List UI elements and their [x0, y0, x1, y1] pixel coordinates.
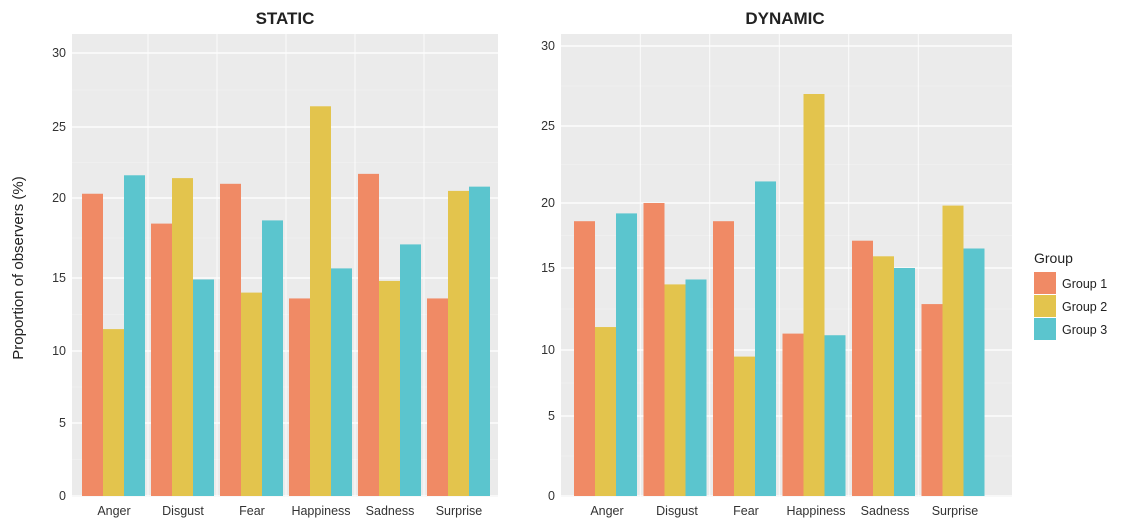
bar-fear-group-3	[755, 181, 776, 496]
x-tick-label: Fear	[239, 504, 265, 518]
y-tick-label: 10	[52, 344, 66, 358]
x-tick-label: Sadness	[861, 504, 910, 518]
bar-happiness-group-2	[803, 94, 825, 496]
y-tick-label: 30	[52, 46, 66, 60]
bar-anger-group-3	[124, 175, 145, 496]
legend-label-group-2: Group 2	[1062, 300, 1107, 314]
y-tick-label: 5	[548, 409, 555, 423]
y-tick-label: 15	[541, 261, 555, 275]
bar-surprise-group-2	[448, 190, 469, 496]
bar-fear-group-2	[734, 356, 755, 496]
bar-anger-group-1	[574, 221, 595, 496]
panel-static: STATIC 0 5 10 15 20 25 30 Anger Disgust …	[52, 9, 498, 518]
y-tick-label: 0	[59, 489, 66, 503]
bar-surprise-group-1	[921, 304, 943, 496]
bar-surprise-group-2	[942, 205, 964, 496]
x-tick-label: Anger	[590, 504, 623, 518]
legend: Group Group 1 Group 2 Group 3	[1034, 250, 1107, 340]
y-tick-labels-dynamic: 0 5 10 15 20 25 30	[541, 39, 555, 503]
bar-disgust-group-1	[643, 203, 665, 496]
y-tick-label: 10	[541, 343, 555, 357]
x-tick-labels-dynamic: Anger Disgust Fear Happiness Sadness Sur…	[590, 504, 978, 518]
bar-sadness-group-3	[400, 244, 421, 496]
bar-anger-group-1	[82, 193, 103, 497]
bar-fear-group-1	[713, 221, 734, 496]
bar-surprise-group-1	[427, 298, 448, 496]
y-tick-label: 25	[541, 119, 555, 133]
bar-fear-group-3	[262, 220, 283, 496]
legend-swatch-group-3	[1034, 318, 1056, 340]
bar-happiness-group-3	[331, 268, 352, 496]
x-tick-label: Happiness	[291, 504, 350, 518]
y-tick-label: 20	[52, 191, 66, 205]
panel-title-static: STATIC	[256, 9, 315, 28]
y-tick-label: 30	[541, 39, 555, 53]
bar-happiness-group-3	[824, 335, 846, 496]
panel-title-dynamic: DYNAMIC	[745, 9, 824, 28]
bar-disgust-group-3	[685, 279, 707, 496]
y-tick-label: 0	[548, 489, 555, 503]
legend-swatch-group-2	[1034, 295, 1056, 317]
bar-disgust-group-1	[151, 223, 172, 496]
legend-label-group-1: Group 1	[1062, 277, 1107, 291]
bar-sadness-group-1	[852, 240, 873, 496]
y-tick-label: 25	[52, 120, 66, 134]
bar-disgust-group-2	[172, 178, 193, 496]
bar-happiness-group-2	[310, 106, 331, 496]
bar-fear-group-2	[241, 292, 262, 496]
bar-happiness-group-1	[289, 298, 310, 496]
legend-label-group-3: Group 3	[1062, 323, 1107, 337]
x-tick-labels-static: Anger Disgust Fear Happiness Sadness Sur…	[97, 504, 482, 518]
x-tick-label: Disgust	[162, 504, 204, 518]
x-tick-label: Surprise	[436, 504, 483, 518]
x-tick-label: Disgust	[656, 504, 698, 518]
bar-anger-group-2	[103, 329, 124, 496]
y-tick-labels-static: 0 5 10 15 20 25 30	[52, 46, 66, 503]
bars-dynamic	[574, 94, 985, 496]
legend-swatch-group-1	[1034, 272, 1056, 294]
bar-anger-group-2	[595, 327, 616, 496]
bar-sadness-group-2	[873, 256, 894, 496]
x-tick-label: Happiness	[786, 504, 845, 518]
x-tick-label: Sadness	[366, 504, 415, 518]
bar-surprise-group-3	[963, 248, 985, 496]
x-tick-label: Surprise	[932, 504, 979, 518]
panel-dynamic: DYNAMIC 0 5 10 15 20 25 30 Anger Disgust…	[541, 9, 1012, 518]
y-tick-label: 15	[52, 271, 66, 285]
y-axis-label: Proportion of observers (%)	[10, 176, 27, 359]
y-tick-label: 20	[541, 196, 555, 210]
bar-disgust-group-2	[664, 284, 686, 496]
bar-sadness-group-3	[894, 268, 915, 496]
bar-fear-group-1	[220, 183, 241, 497]
legend-title: Group	[1034, 250, 1073, 266]
bar-anger-group-3	[616, 213, 637, 496]
bar-disgust-group-3	[193, 279, 214, 496]
bars-static	[82, 106, 490, 497]
x-tick-label: Fear	[733, 504, 759, 518]
bar-happiness-group-1	[782, 333, 804, 496]
bar-sadness-group-1	[358, 173, 379, 497]
y-tick-label: 5	[59, 416, 66, 430]
x-tick-label: Anger	[97, 504, 130, 518]
bar-sadness-group-2	[379, 280, 400, 496]
bar-surprise-group-3	[469, 186, 490, 496]
